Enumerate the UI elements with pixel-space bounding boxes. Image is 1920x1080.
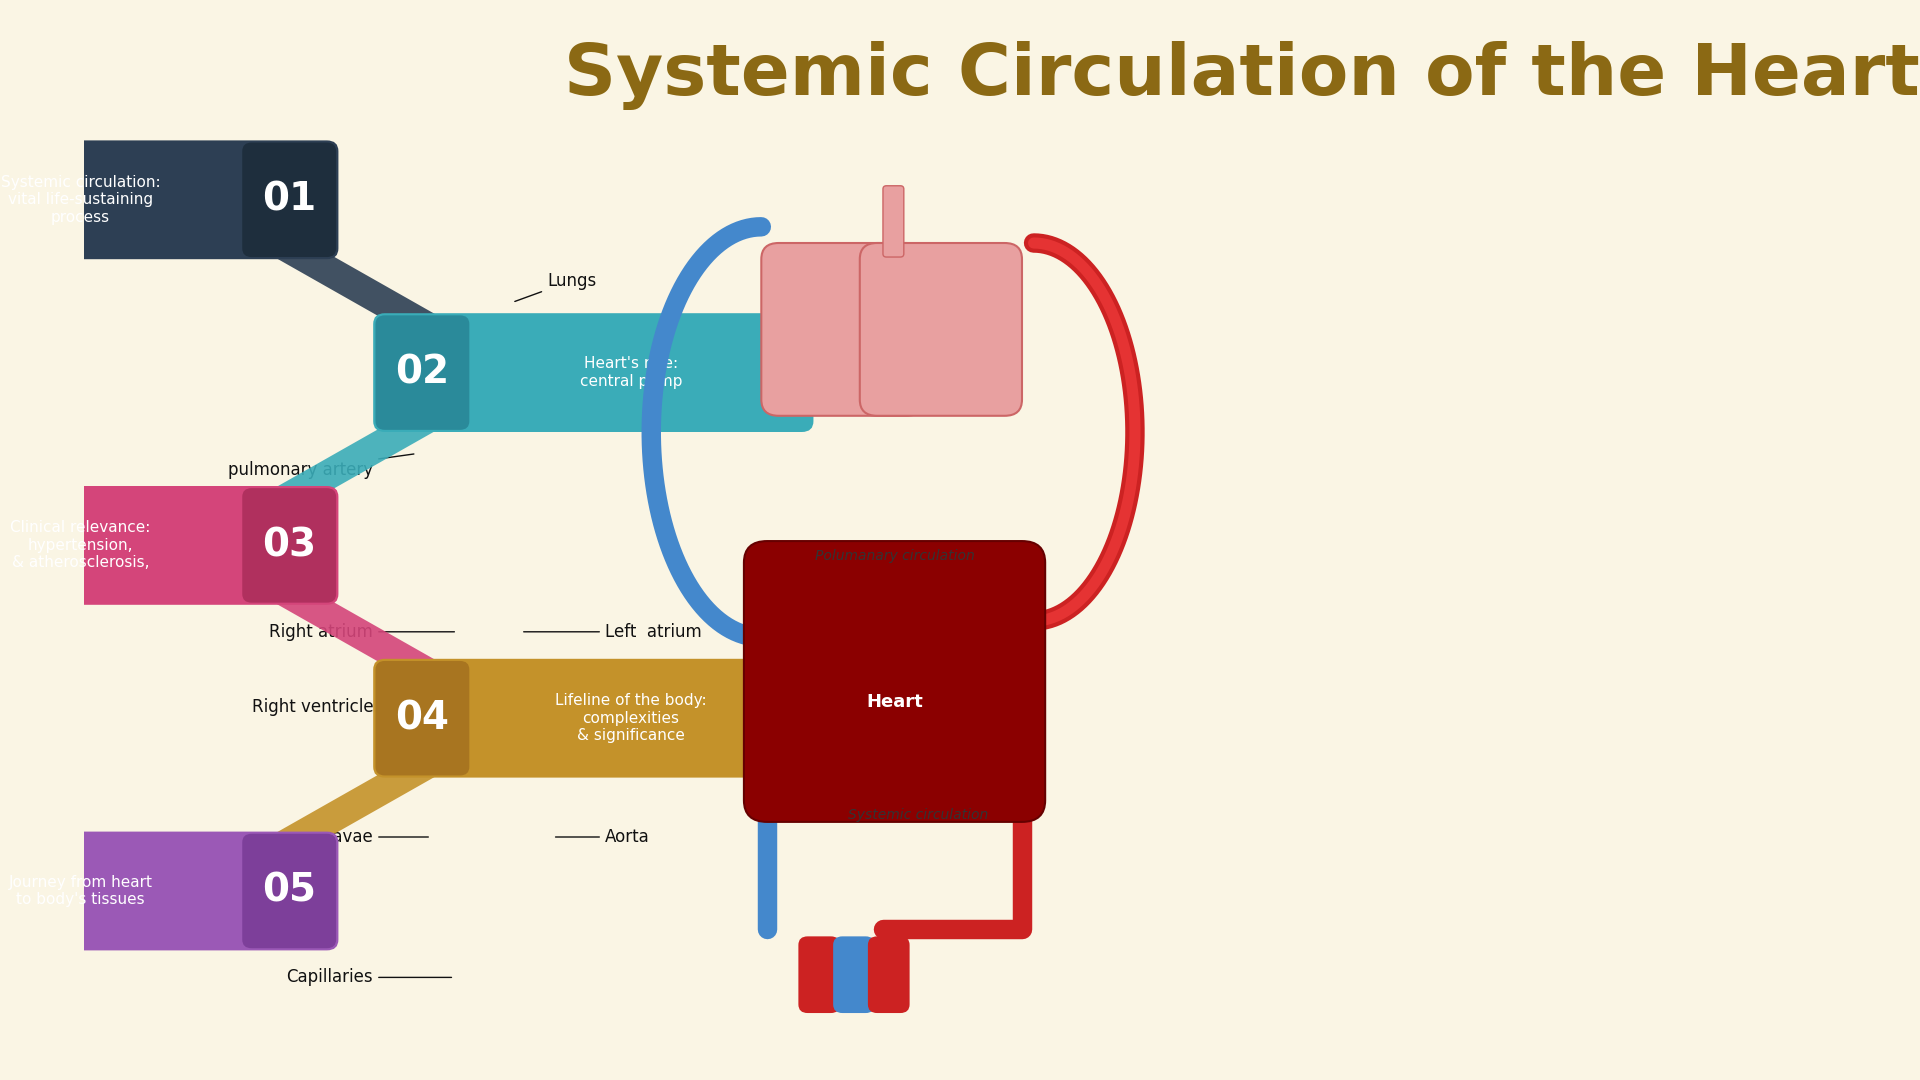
Text: Heart's role:
central pump: Heart's role: central pump: [580, 356, 682, 389]
FancyBboxPatch shape: [762, 243, 924, 416]
FancyBboxPatch shape: [372, 659, 814, 778]
FancyBboxPatch shape: [868, 936, 910, 1013]
Text: 05: 05: [263, 872, 317, 910]
Text: venae cavae: venae cavae: [267, 828, 428, 846]
Text: Clinical relevance:
hypertension,
& atherosclerosis,: Clinical relevance: hypertension, & athe…: [10, 521, 152, 570]
Text: Right ventricle: Right ventricle: [252, 699, 451, 716]
Polygon shape: [259, 594, 453, 670]
Polygon shape: [259, 248, 453, 324]
FancyBboxPatch shape: [860, 243, 1021, 416]
FancyBboxPatch shape: [0, 486, 338, 605]
Text: 03: 03: [263, 526, 317, 565]
Polygon shape: [259, 421, 453, 497]
Text: Left  atrium: Left atrium: [524, 623, 701, 640]
FancyBboxPatch shape: [372, 313, 814, 432]
Text: Polumanary circulation: Polumanary circulation: [814, 550, 975, 563]
FancyBboxPatch shape: [833, 936, 876, 1013]
FancyBboxPatch shape: [376, 315, 468, 430]
FancyBboxPatch shape: [242, 834, 336, 948]
FancyBboxPatch shape: [0, 832, 338, 950]
Text: Capillaries: Capillaries: [286, 969, 451, 986]
Text: pulmonary artery: pulmonary artery: [228, 454, 415, 478]
Text: 02: 02: [396, 353, 449, 392]
Text: Right atrium: Right atrium: [269, 623, 455, 640]
FancyBboxPatch shape: [242, 143, 336, 257]
FancyBboxPatch shape: [799, 936, 841, 1013]
Text: pulmonary artery: pulmonary artery: [561, 379, 739, 419]
Text: Aorta: Aorta: [555, 828, 649, 846]
Text: Journey from heart
to body's tissues: Journey from heart to body's tissues: [8, 875, 152, 907]
FancyBboxPatch shape: [242, 488, 336, 603]
Text: Heart: Heart: [866, 693, 924, 711]
Text: Systemic circulation: Systemic circulation: [847, 809, 989, 822]
Polygon shape: [259, 767, 453, 842]
Text: Lifeline of the body:
complexities
& significance: Lifeline of the body: complexities & sig…: [555, 693, 707, 743]
Text: 01: 01: [263, 180, 317, 219]
Text: Systemic Circulation of the Heart: Systemic Circulation of the Heart: [564, 41, 1920, 110]
Text: 04: 04: [396, 699, 449, 738]
FancyBboxPatch shape: [0, 140, 338, 259]
FancyBboxPatch shape: [376, 661, 468, 775]
FancyBboxPatch shape: [883, 186, 904, 257]
Text: Lungs: Lungs: [515, 272, 597, 301]
Text: Systemic circulation:
vital life-sustaining
process: Systemic circulation: vital life-sustain…: [0, 175, 161, 225]
FancyBboxPatch shape: [743, 541, 1044, 822]
Text: Left  ventricle: Left ventricle: [526, 699, 720, 716]
